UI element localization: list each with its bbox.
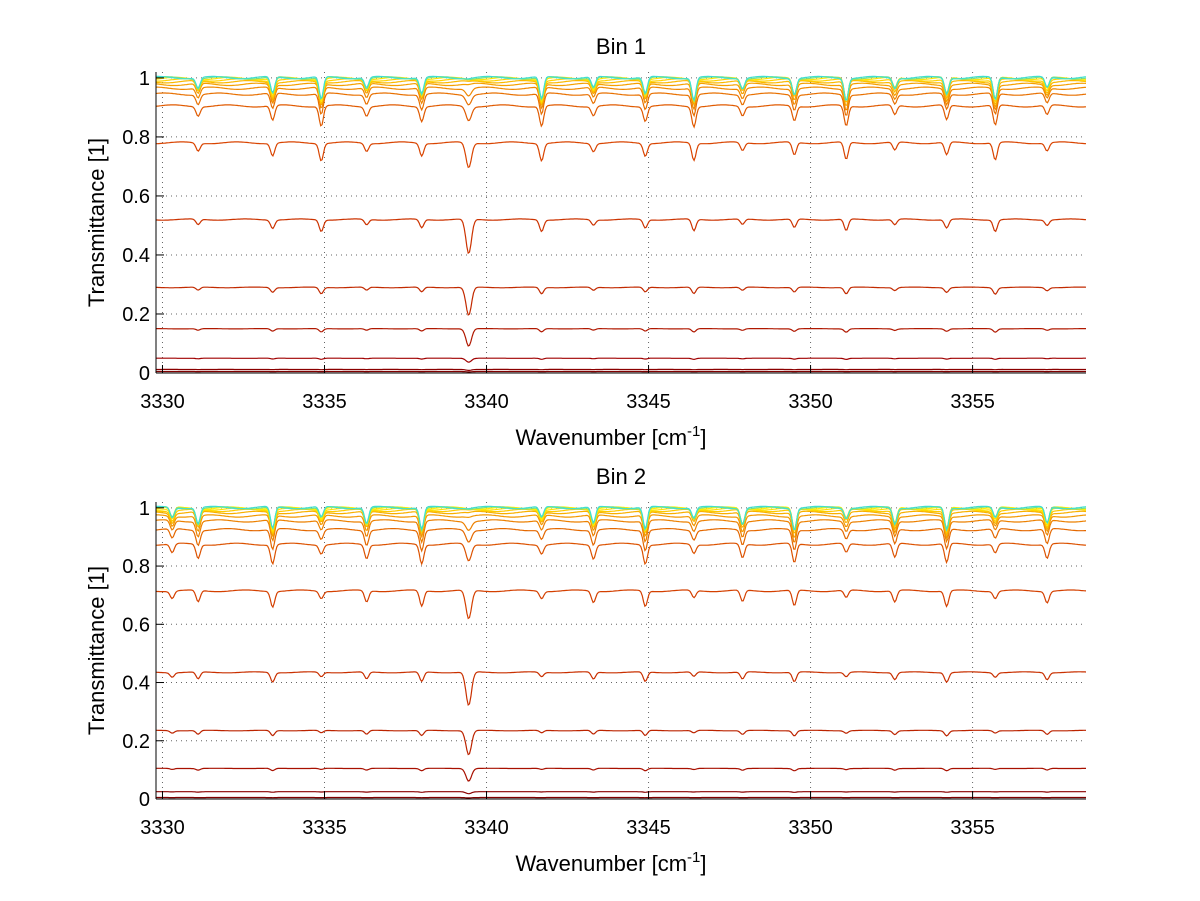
- series-line-s4: [156, 729, 1086, 756]
- y-tick-label: 0.8: [122, 556, 150, 578]
- series-line-s16: [156, 75, 1087, 102]
- x-tick-label: 3355: [950, 817, 995, 839]
- series-line-s4: [156, 328, 1086, 347]
- x-tick-label: 3340: [464, 391, 509, 413]
- series-line-s5: [155, 671, 1087, 707]
- series-line-s10: [156, 86, 1087, 111]
- x-tick-label: 3330: [140, 817, 185, 839]
- y-tick-label: 0.4: [122, 673, 150, 695]
- series-line-s2: [156, 368, 1086, 371]
- series-line-s12: [155, 79, 1087, 106]
- series-line-s7: [156, 542, 1087, 566]
- series-line-s5: [156, 286, 1087, 316]
- y-tick-label: 0.2: [122, 731, 150, 753]
- series-line-s9: [155, 92, 1087, 118]
- y-tick-label: 0.6: [122, 186, 150, 208]
- y-tick-label: 0.4: [122, 245, 150, 267]
- series-line-s9: [155, 519, 1087, 545]
- chart-title: Bin 2: [596, 464, 646, 489]
- y-tick-label: 0.6: [122, 614, 150, 636]
- y-axis-title: Transmittance [1]: [84, 138, 109, 307]
- series-line-s6: [155, 589, 1087, 620]
- x-axis-title: Wavenumber [cm-1]: [515, 423, 706, 450]
- y-tick-label: 0.8: [122, 127, 150, 149]
- chart-panel-1: 3330 3335 3340 3345 3350 3355 0 0.2 0.4 0.6 0.8 1 Bi…: [84, 34, 1087, 450]
- chart-title: Bin 1: [596, 34, 646, 59]
- y-axis-title: Transmittance [1]: [84, 566, 109, 735]
- x-tick-label: 3330: [140, 391, 185, 413]
- series-line-s11: [155, 510, 1087, 537]
- series-line-s3: [156, 767, 1086, 782]
- y-tick-label: 0.2: [122, 304, 150, 326]
- x-tick-label: 3355: [950, 391, 995, 413]
- series-line-s16: [156, 505, 1087, 532]
- series-line-s8: [155, 528, 1086, 553]
- y-tick-label: 1: [139, 68, 150, 90]
- x-tick-label: 3350: [788, 817, 833, 839]
- chart-panel-2: 3330 3335 3340 3345 3350 3355 0 0.2 0.4 0.6 0.8 1 Bi…: [84, 464, 1087, 876]
- x-tick-label: 3345: [626, 817, 671, 839]
- series-line-s3: [156, 357, 1086, 363]
- series-line-s10: [155, 514, 1087, 540]
- x-tick-label: 3335: [302, 391, 347, 413]
- x-tick-label: 3335: [302, 817, 347, 839]
- series-line-s14: [155, 506, 1087, 534]
- y-tick-label: 0: [139, 789, 150, 811]
- series-line-s7: [156, 141, 1087, 169]
- x-tick-label: 3350: [788, 391, 833, 413]
- series-line-s11: [155, 82, 1087, 109]
- x-axis-title: Wavenumber [cm-1]: [515, 849, 706, 876]
- x-tick-label: 3345: [626, 391, 671, 413]
- x-tick-label: 3340: [464, 817, 509, 839]
- series-line-s2: [156, 791, 1086, 795]
- y-tick-label: 1: [139, 498, 150, 520]
- series-line-s6: [156, 218, 1087, 255]
- series-line-s8: [155, 104, 1087, 129]
- y-tick-label: 0: [139, 363, 150, 385]
